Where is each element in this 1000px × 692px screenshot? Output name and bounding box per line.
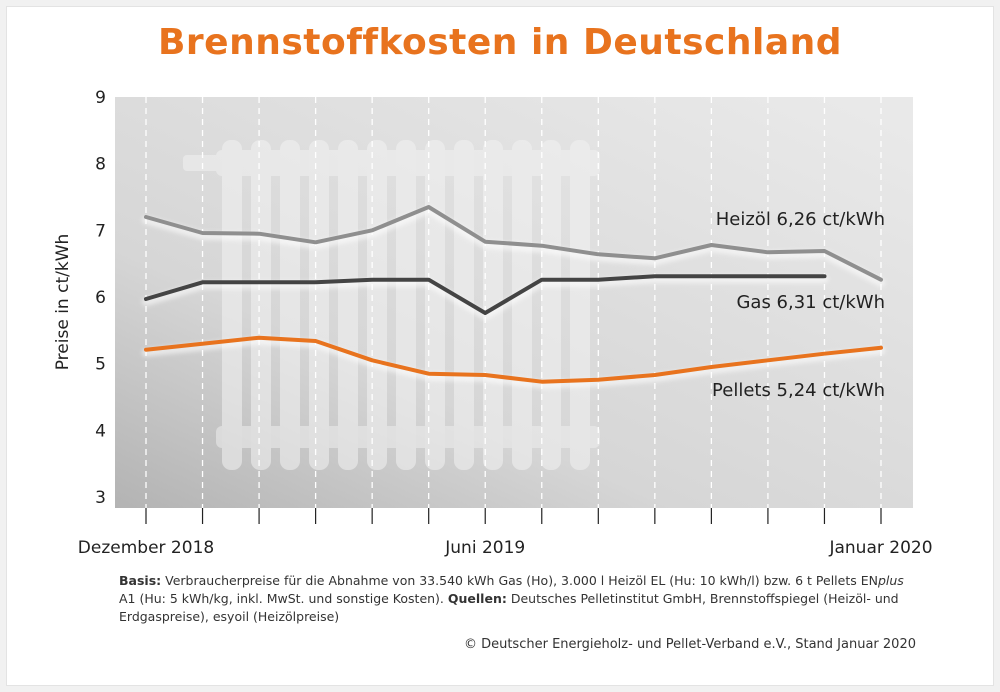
y-tick-label: 4 — [95, 421, 106, 441]
basis-text-1: Verbraucherpreise für die Abnahme von 33… — [165, 573, 878, 588]
radiator-fin — [425, 140, 445, 470]
radiator-fin — [309, 140, 329, 470]
x-tick-label: Juni 2019 — [444, 538, 525, 558]
series-line-heizoel — [144, 205, 883, 282]
radiator-fin — [280, 140, 300, 470]
y-tick-label: 5 — [95, 355, 106, 375]
series-shadow-pellets — [142, 336, 885, 389]
radiator-fin — [367, 140, 387, 470]
y-tick-label: 7 — [95, 221, 106, 241]
y-tick-label: 3 — [95, 488, 106, 508]
y-axis-label: Preise in ct/kWh — [53, 234, 73, 371]
x-tick-label: Januar 2020 — [828, 538, 932, 558]
x-tick-label: Dezember 2018 — [78, 538, 214, 558]
series-label-heizoel: Heizöl 6,26 ct/kWh — [716, 209, 885, 230]
sources-text: Deutsches Pelletinstitut GmbH, Brennstof… — [119, 591, 899, 624]
radiator-fin — [541, 140, 561, 470]
radiator-fin — [570, 140, 590, 470]
footnote: Basis: Verbraucherpreise für die Abnahme… — [119, 572, 919, 626]
series-shadow-gas — [142, 275, 829, 320]
y-tick-label: 8 — [95, 155, 106, 175]
basis-label: Basis: — [119, 573, 162, 588]
y-tick-label: 9 — [95, 88, 106, 108]
chart-title: Brennstoffkosten in Deutschland — [157, 22, 843, 63]
radiator-fin — [512, 140, 532, 470]
series-labels: Heizöl 6,26 ct/kWh Gas 6,31 ct/kWh Pellets… — [712, 209, 885, 401]
series-shadow-heizoel — [142, 206, 885, 287]
radiator-fin — [396, 140, 416, 470]
series-line-pellets — [144, 335, 883, 384]
copyright: © Deutscher Energieholz- und Pellet-Verb… — [463, 637, 916, 652]
radiator-fin — [338, 140, 358, 470]
basis-text-2: A1 (Hu: 5 kWh/kg, inkl. MwSt. und sonsti… — [119, 591, 444, 606]
series-label-pellets: Pellets 5,24 ct/kWh — [712, 380, 885, 401]
radiator-fin — [222, 140, 242, 470]
radiator-fin — [251, 140, 271, 470]
radiator-fin — [483, 140, 503, 470]
gridlines — [145, 97, 882, 508]
basis-italic: plus — [877, 573, 904, 588]
series-layer — [142, 205, 885, 389]
sources-label: Quellen: — [447, 591, 507, 606]
series-line-gas — [144, 274, 827, 315]
axes: 3 4 5 6 7 8 9 Dezember 2018 Juni 2019 Januar 2020 — [78, 88, 933, 558]
series-label-gas: Gas 6,31 ct/kWh — [736, 292, 885, 313]
y-tick-label: 6 — [95, 288, 106, 308]
